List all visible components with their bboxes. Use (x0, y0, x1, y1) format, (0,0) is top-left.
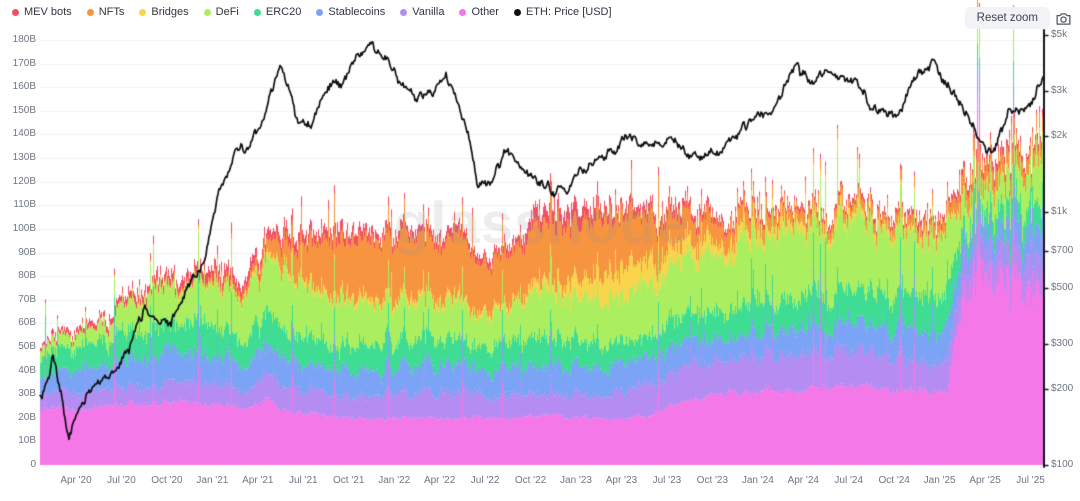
legend-item-nfts[interactable]: NFTs (86, 6, 125, 18)
legend-item-erc20[interactable]: ERC20 (253, 6, 302, 18)
legend-item-vanilla[interactable]: Vanilla (400, 7, 444, 18)
legend-item-label: Vanilla (412, 6, 445, 18)
legend-item-other[interactable]: Other (459, 7, 499, 18)
legend-item-eth-price-usd[interactable]: ETH: Price [USD] (513, 6, 612, 18)
legend-item-mev-bots[interactable]: MEV bots (12, 7, 72, 18)
glassnode-watermark: glassnode (394, 191, 690, 256)
legend-item-label: ERC20 (265, 6, 302, 18)
legend-item-stablecoins[interactable]: Stablecoins (316, 7, 385, 18)
camera-icon[interactable] (1055, 10, 1072, 27)
reset-zoom-button[interactable]: Reset zoom (964, 7, 1050, 29)
legend-item-label: Bridges (151, 6, 189, 18)
legend-item-label: MEV bots (24, 6, 72, 18)
legend-dot (203, 9, 211, 16)
legend-item-defi[interactable]: DeFi (203, 6, 239, 18)
legend-item-label: Stablecoins (328, 6, 386, 18)
legend: MEV bots NFTs Bridges DeFi ERC20 Stablecoins V… (12, 7, 612, 18)
legend-item-label: DeFi (215, 6, 239, 18)
legend-dot (139, 9, 147, 16)
legend-dot (86, 9, 94, 16)
legend-dot (316, 9, 324, 16)
legend-item-bridges[interactable]: Bridges (139, 6, 189, 18)
legend-dot (400, 9, 408, 16)
legend-item-label: ETH: Price [USD] (525, 6, 612, 18)
legend-dot (459, 9, 467, 16)
legend-item-label: Other (471, 6, 499, 18)
legend-dot (253, 9, 261, 16)
legend-item-label: NFTs (98, 6, 125, 18)
legend-dot (513, 9, 521, 16)
legend-dot (12, 9, 19, 16)
